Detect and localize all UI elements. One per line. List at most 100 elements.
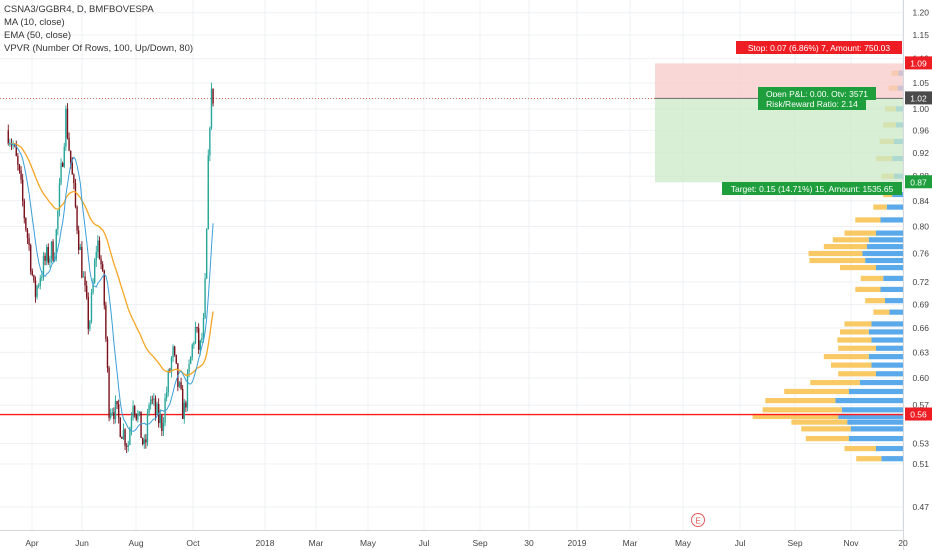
y-tick-label: 1.15 <box>912 30 929 40</box>
earnings-marker-icon <box>691 513 705 527</box>
candle-body <box>37 285 40 287</box>
y-tick-label: 0.51 <box>912 459 929 469</box>
volume-profile-down-bar <box>862 250 903 257</box>
candle-body <box>191 344 193 357</box>
candle-body <box>209 128 211 156</box>
candle-body <box>7 130 9 144</box>
volume-profile-up-bar <box>840 329 869 335</box>
candle-body <box>183 402 185 419</box>
candle-body <box>28 237 30 246</box>
candle-body <box>42 255 45 277</box>
volume-profile-up-bar <box>844 445 876 452</box>
candle-body <box>77 230 80 250</box>
volume-profile-down-bar <box>883 275 903 281</box>
target-label-bg <box>722 182 902 195</box>
y-tick-label: 1.20 <box>912 8 929 18</box>
y-tick-label: 0.76 <box>912 249 929 259</box>
candle-body <box>89 321 91 329</box>
volume-profile-up-bar <box>801 426 851 432</box>
candle-body <box>165 392 168 398</box>
volume-profile-down-bar <box>867 244 903 250</box>
y-tick-label: 1.00 <box>912 104 929 114</box>
candle-body <box>45 247 48 261</box>
volume-profile-down-bar <box>889 309 903 315</box>
candle-body <box>98 240 101 259</box>
candle-body <box>15 145 17 157</box>
candle-body <box>116 401 118 405</box>
candle-body <box>87 297 89 329</box>
candle-body <box>61 163 64 167</box>
candle-body <box>199 340 201 350</box>
candle-body <box>103 270 105 306</box>
candle-body <box>12 144 14 146</box>
candle-body <box>92 282 94 293</box>
volume-profile-down-bar <box>838 413 903 420</box>
volume-profile-down-bar <box>850 426 903 432</box>
candle-body <box>140 411 142 439</box>
volume-profile-down-bar <box>849 388 903 395</box>
volume-profile-down-bar <box>871 362 903 368</box>
x-tick-label: Mar <box>623 538 638 548</box>
candle-body <box>113 412 115 419</box>
chart-legend: CSNA3/GGBR4, D, BMFBOVESPA MA (10, close… <box>4 3 193 55</box>
candle-body <box>186 372 189 408</box>
candle-body <box>50 241 53 259</box>
stop-label: Stop: 0.07 (6.86%) 7, Amount: 750.03 <box>748 43 891 53</box>
support-price-badge-bg <box>905 407 932 421</box>
volume-profile-up-bar <box>840 264 876 271</box>
x-tick-label: 20 <box>898 538 908 548</box>
candle-body <box>81 246 83 278</box>
indicator-vpvr[interactable]: VPVR (Number Of Rows, 100, Up/Down, 80) <box>4 43 194 54</box>
candle-body <box>143 439 145 445</box>
candle-body <box>85 285 88 298</box>
candle-body <box>125 445 128 447</box>
candle-body <box>124 429 126 446</box>
volume-profile-up-bar <box>809 257 866 264</box>
indicator-ma[interactable]: MA (10, close) <box>4 17 65 28</box>
candle-body <box>52 241 54 261</box>
candle-body <box>66 108 69 139</box>
x-tick-label: Jul <box>735 538 746 548</box>
candle-body <box>167 370 169 393</box>
volume-profile-down-bar <box>865 257 903 264</box>
candle-body <box>34 280 37 297</box>
volume-profile-down-bar <box>881 456 903 462</box>
candle-body <box>76 206 78 231</box>
candle-body <box>33 275 35 281</box>
candle-body <box>106 338 109 368</box>
volume-profile-down-bar <box>868 329 903 335</box>
indicator-ema[interactable]: EMA (50, close) <box>4 30 72 41</box>
candle-body <box>201 338 203 341</box>
candle-body <box>82 276 85 278</box>
candle-body <box>60 163 62 184</box>
candle-body <box>210 88 213 129</box>
candle-body <box>188 363 190 373</box>
candle-body <box>29 245 32 272</box>
open-pnl-label-bg <box>758 87 876 100</box>
volume-profile-up-bar <box>784 388 849 395</box>
candle-body <box>57 210 59 230</box>
open-pnl-label: Open P&L: 0.00, Qty: 3571 <box>766 89 868 99</box>
candle-body <box>138 411 141 414</box>
y-tick-label: 0.80 <box>912 221 929 231</box>
candle-body <box>20 170 22 180</box>
candle-body <box>31 271 33 276</box>
candle-body <box>159 415 161 424</box>
volume-profile-down-bar <box>876 345 903 351</box>
target-label: Target: 0.15 (14.71%) 15, Amount: 1535.6… <box>731 184 894 194</box>
volume-profile-up-bar <box>855 286 881 293</box>
candle-body <box>114 401 117 419</box>
symbol-title: CSNA3/GGBR4, D, BMFBOVESPA <box>4 4 154 15</box>
x-tick-label: Jul <box>419 538 430 548</box>
candle-body <box>39 278 41 286</box>
risk-reward-label: Risk/Reward Ratio: 2.14 <box>766 99 858 109</box>
candle-body <box>68 138 70 151</box>
x-tick-label: May <box>360 538 377 548</box>
candle-body <box>122 429 125 439</box>
volume-profile-up-bar <box>808 250 863 257</box>
candle-body <box>193 342 195 345</box>
volume-profile-up-bar <box>810 379 860 386</box>
y-tick-label: 0.84 <box>912 196 929 206</box>
